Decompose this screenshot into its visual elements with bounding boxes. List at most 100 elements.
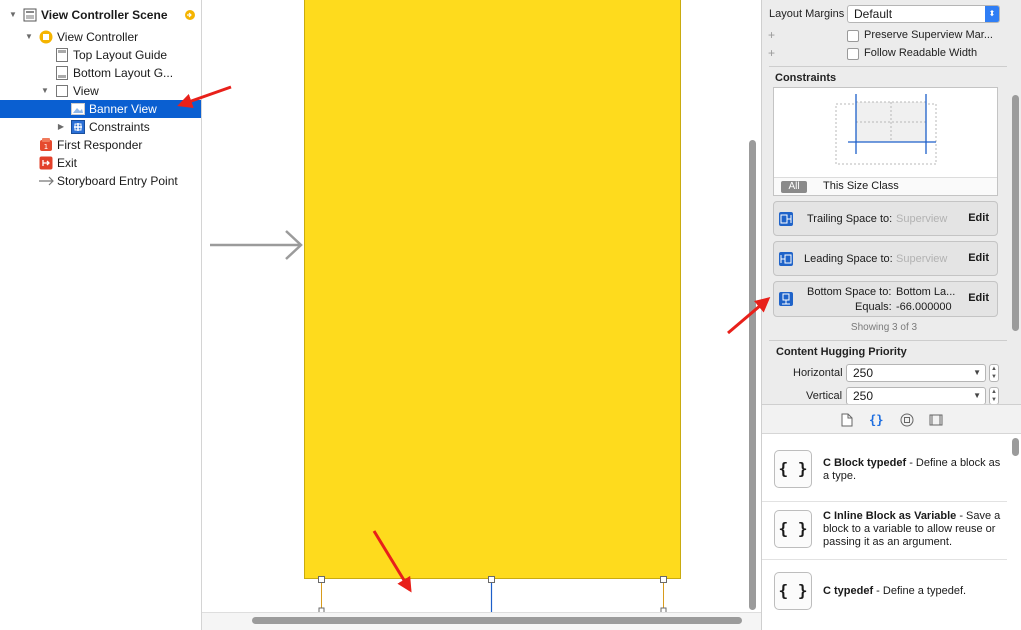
constraint-equals-label: Equals: — [855, 301, 892, 313]
snippet-desc: - Define a block as a type. — [823, 457, 1001, 482]
outline-row-constraints[interactable]: ▶ Constraints — [0, 118, 201, 136]
constraint-lines — [318, 583, 667, 613]
snippet-item[interactable]: { } C typedef - Define a typedef. — [762, 560, 1007, 622]
constraint-label: Leading Space to: — [804, 253, 893, 265]
entry-point-arrow-icon[interactable] — [208, 228, 306, 262]
dropdown-arrow-icon[interactable]: ▼ — [973, 368, 981, 377]
constraint-leading-space[interactable]: Leading Space to: Superview Edit — [773, 241, 998, 276]
vertical-priority-combo[interactable]: 250 ▼ — [846, 387, 986, 405]
bottom-layout-guide-label: Bottom Layout G... — [73, 66, 174, 80]
snippet-text: C Block typedef - Define a block as a ty… — [823, 457, 1003, 483]
separator — [769, 66, 1007, 67]
outline-row-exit[interactable]: Exit — [0, 154, 201, 172]
constraints-diagram-graphic — [835, 94, 937, 165]
layout-margins-popup[interactable]: Default ⬍ — [847, 5, 1000, 23]
canvas-horizontal-scrollbar[interactable] — [252, 617, 742, 624]
outline-row-storyboard-entry[interactable]: Storyboard Entry Point — [0, 172, 201, 190]
constraint-target: Superview — [896, 253, 948, 265]
storyboard-entry-label: Storyboard Entry Point — [57, 174, 178, 188]
outline-row-banner-view[interactable]: Banner View — [0, 100, 201, 118]
snippet-title: C typedef — [823, 585, 874, 597]
horizontal-stepper[interactable]: ▲ ▼ — [989, 364, 999, 382]
constraint-target: Bottom La... — [896, 286, 956, 298]
constraints-icon — [71, 120, 85, 134]
horizontal-priority-combo[interactable]: 250 ▼ — [846, 364, 986, 382]
outline-row-top-layout-guide[interactable]: Top Layout Guide — [0, 46, 201, 64]
add-variation-icon[interactable]: + — [768, 28, 776, 42]
tab-this-size-class[interactable]: This Size Class — [823, 180, 899, 192]
disclosure-closed-icon[interactable]: ▶ — [57, 122, 65, 131]
snippet-desc: - Define a typedef. — [873, 585, 967, 597]
bottom-constraint-icon — [779, 292, 793, 306]
file-template-icon[interactable] — [840, 413, 854, 427]
constraint-target: Superview — [896, 213, 948, 225]
constraint-trailing-space[interactable]: Trailing Space to: Superview Edit — [773, 201, 998, 236]
vertical-stepper[interactable]: ▲ ▼ — [989, 387, 999, 405]
first-responder-icon: 1 — [39, 138, 53, 152]
disclosure-open-icon[interactable]: ▼ — [41, 86, 49, 95]
layout-guide-icon — [55, 48, 69, 62]
hugging-section-title: Content Hugging Priority — [776, 346, 907, 358]
outline-row-scene[interactable]: ▼ View Controller Scene — [0, 6, 201, 24]
snippet-item[interactable]: { } C Block typedef - Define a block as … — [762, 438, 1007, 502]
constraints-diagram[interactable]: All This Size Class — [773, 87, 998, 196]
constraint-label: Bottom Space to: — [807, 286, 892, 298]
constraints-filter-tabs: All This Size Class — [774, 177, 997, 195]
snippet-title: C Block typedef — [823, 457, 907, 469]
dropdown-arrow-icon[interactable]: ▼ — [973, 391, 981, 400]
horizontal-priority-value: 250 — [853, 366, 874, 380]
inspector-panel: Layout Margins Default ⬍ + Preserve Supe… — [761, 0, 1021, 630]
edit-constraint-button[interactable]: Edit — [968, 292, 989, 304]
svg-text:1: 1 — [44, 143, 48, 151]
library-scrollbar[interactable] — [1012, 438, 1019, 456]
outline-row-first-responder[interactable]: 1 First Responder — [0, 136, 201, 154]
snippet-text: C Inline Block as Variable - Save a bloc… — [823, 510, 1003, 549]
code-snippet-icon: { } — [774, 450, 812, 488]
inspector-scrollbar[interactable] — [1012, 95, 1019, 331]
vertical-label: Vertical — [806, 390, 843, 402]
view-controller-label: View Controller — [57, 30, 139, 44]
view-icon — [55, 84, 69, 98]
storyboard-canvas[interactable] — [202, 0, 761, 630]
separator — [769, 340, 1007, 341]
resize-handle[interactable] — [318, 576, 325, 583]
resize-handle[interactable] — [660, 576, 667, 583]
disclosure-open-icon[interactable]: ▼ — [25, 32, 33, 41]
constraint-bottom-space[interactable]: Bottom Space to: Bottom La... Equals: -6… — [773, 281, 998, 317]
tab-all[interactable]: All — [781, 181, 807, 193]
follow-readable-checkbox[interactable] — [847, 48, 859, 60]
object-library-icon[interactable] — [900, 413, 914, 427]
view-label: View — [73, 84, 99, 98]
resize-handle[interactable] — [488, 576, 495, 583]
banner-view[interactable] — [304, 0, 681, 579]
constraint-equals-value: -66.000000 — [896, 301, 952, 313]
disclosure-open-icon[interactable]: ▼ — [9, 10, 17, 19]
snippet-item[interactable]: { } C Inline Block as Variable - Save a … — [762, 498, 1007, 560]
scene-icon — [23, 8, 37, 22]
trailing-constraint-icon — [779, 212, 793, 226]
code-snippet-icon[interactable]: {} — [869, 413, 884, 427]
exit-label: Exit — [57, 156, 78, 170]
layout-margins-label: Layout Margins — [769, 8, 845, 20]
canvas-vertical-scrollbar[interactable] — [749, 140, 756, 610]
first-responder-label: First Responder — [57, 138, 143, 152]
snippet-text: C typedef - Define a typedef. — [823, 585, 1003, 598]
horizontal-label: Horizontal — [793, 367, 843, 379]
preserve-superview-checkbox[interactable] — [847, 30, 859, 42]
edit-constraint-button[interactable]: Edit — [968, 252, 989, 264]
layout-margins-value: Default — [854, 7, 893, 21]
constraints-label: Constraints — [89, 120, 150, 134]
top-layout-guide-label: Top Layout Guide — [73, 48, 168, 62]
library-tab-bar: {} — [762, 404, 1021, 434]
add-variation-icon[interactable]: + — [768, 46, 776, 60]
layout-guide-icon — [55, 66, 69, 80]
warning-dot-icon[interactable] — [183, 8, 197, 22]
view-controller-icon — [39, 30, 53, 44]
size-inspector: Layout Margins Default ⬍ + Preserve Supe… — [762, 0, 1021, 405]
edit-constraint-button[interactable]: Edit — [968, 212, 989, 224]
outline-row-view-controller[interactable]: ▼ View Controller — [0, 28, 201, 46]
follow-readable-label: Follow Readable Width — [864, 47, 978, 59]
outline-row-view[interactable]: ▼ View — [0, 82, 201, 100]
outline-row-bottom-layout-guide[interactable]: Bottom Layout G... — [0, 64, 201, 82]
media-library-icon[interactable] — [929, 413, 943, 427]
